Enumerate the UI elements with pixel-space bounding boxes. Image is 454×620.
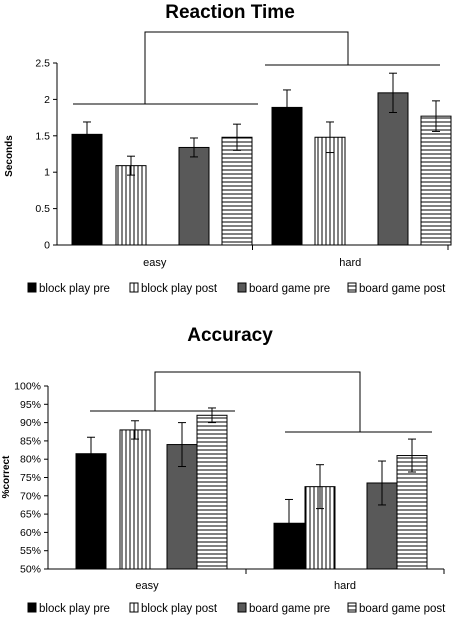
bar: [377, 92, 409, 246]
y-tick-label: 65%: [20, 509, 41, 521]
category-label: easy: [143, 257, 167, 269]
y-axis-label: %correct: [1, 455, 12, 498]
legend-swatch: [129, 602, 139, 613]
y-tick-label: 90%: [20, 417, 41, 429]
y-tick-label: 80%: [20, 454, 41, 466]
y-axis-label: Seconds: [4, 135, 15, 177]
legend-swatch: [237, 282, 247, 293]
legend-label: board game pre: [249, 283, 330, 295]
bar: [196, 414, 228, 570]
chart-title: Accuracy: [187, 325, 273, 346]
y-tick-label: 2.5: [35, 58, 50, 70]
y-tick-label: 60%: [20, 527, 41, 539]
bar: [396, 455, 428, 570]
category-labels: easy hard: [143, 257, 361, 269]
error-bars: [83, 72, 440, 176]
y-tick-label: 0: [44, 240, 50, 252]
bar: [119, 429, 151, 570]
bar: [314, 136, 346, 246]
y-tick-label: 85%: [20, 435, 41, 447]
bar: [71, 133, 103, 246]
bar: [271, 106, 303, 246]
category-label: hard: [334, 580, 356, 592]
bars: [75, 414, 428, 570]
bars: [71, 92, 452, 246]
y-tick-label: 1: [44, 167, 50, 179]
category-labels: easy hard: [135, 580, 356, 592]
legend-label: block play post: [141, 283, 218, 295]
legend-label: board game post: [359, 283, 446, 295]
comparison-brackets: [73, 31, 440, 105]
bar: [221, 136, 253, 246]
legend: block play pre block play post board game …: [27, 282, 446, 295]
legend-swatch: [237, 602, 247, 613]
bar: [115, 165, 147, 246]
legend-label: board game pre: [249, 603, 330, 615]
legend-swatch: [347, 282, 357, 293]
legend-label: board game post: [359, 603, 446, 615]
bar: [178, 146, 210, 246]
y-tick-label: 70%: [20, 490, 41, 502]
comparison-brackets: [90, 371, 432, 433]
legend-label: block play post: [141, 603, 218, 615]
y-tick-label: 55%: [20, 545, 41, 557]
main-bracket: [144, 31, 349, 104]
chart-title: Reaction Time: [165, 2, 295, 23]
y-tick-label: 50%: [20, 564, 41, 576]
y-tick-label: 2: [44, 94, 50, 106]
bar: [75, 453, 107, 570]
error-bars: [87, 407, 416, 548]
category-label: hard: [339, 257, 361, 269]
y-tick-label: 95%: [20, 399, 41, 411]
reaction-time-chart: Reaction Time Seconds 0 0.5 1 1.5 2 2.5 easy h…: [4, 2, 452, 295]
legend-label: block play pre: [39, 283, 110, 295]
category-label: easy: [135, 580, 159, 592]
legend-swatch: [27, 602, 37, 613]
legend-swatch: [129, 282, 139, 293]
accuracy-chart: Accuracy %correct 50% 55% 60% 65% 70% 75% 80% 8…: [1, 325, 446, 615]
bar: [420, 115, 452, 246]
legend: block play pre block play post board game …: [27, 602, 446, 615]
y-tick-label: 100%: [14, 381, 41, 393]
main-bracket: [154, 371, 361, 432]
y-tick-label: 75%: [20, 472, 41, 484]
legend-label: block play pre: [39, 603, 110, 615]
y-tick-label: 0.5: [35, 203, 50, 215]
legend-swatch: [27, 282, 37, 293]
y-tick-label: 1.5: [35, 130, 50, 142]
legend-swatch: [347, 602, 357, 613]
